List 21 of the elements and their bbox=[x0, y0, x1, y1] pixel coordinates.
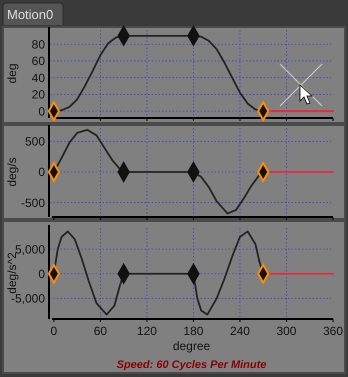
y-tick-label: 0 bbox=[38, 104, 46, 118]
y-tick-label: -500 bbox=[20, 196, 46, 210]
x-tick-label: 60 bbox=[94, 324, 108, 338]
x-tick-label: 300 bbox=[276, 324, 297, 338]
x-tick-label: 360 bbox=[322, 324, 344, 338]
x-tick-label: 0 bbox=[50, 324, 58, 338]
x-tick-label: 180 bbox=[183, 324, 204, 338]
x-tick-label: 240 bbox=[230, 324, 250, 338]
y-tick-label: 20 bbox=[32, 88, 46, 102]
y-tick-label: 0 bbox=[38, 165, 46, 180]
chart-title: Motion0 bbox=[7, 7, 54, 22]
y-axis-title: deg/s bbox=[5, 157, 19, 187]
y-tick-label: 40 bbox=[32, 70, 46, 85]
y-tick-label: 80 bbox=[32, 37, 46, 52]
x-tick-label: 120 bbox=[136, 324, 158, 338]
x-axis-title: degree bbox=[172, 339, 211, 353]
y-tick-label: 0 bbox=[38, 266, 46, 281]
y-axis-title: deg bbox=[5, 63, 19, 84]
y-tick-label: 60 bbox=[32, 54, 46, 68]
y-tick-label: 500 bbox=[24, 134, 46, 149]
text: Speed: 60 Cycles Per Minute bbox=[116, 359, 266, 371]
